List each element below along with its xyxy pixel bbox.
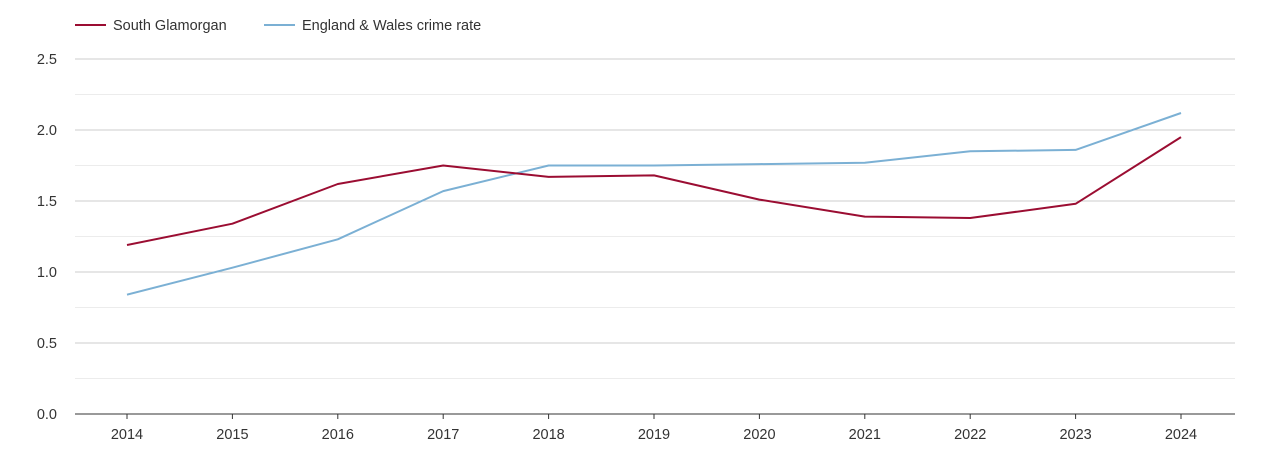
grid-lines: [75, 58, 1235, 379]
x-tick-label: 2014: [111, 427, 143, 443]
x-tick-label: 2019: [638, 427, 670, 443]
data-point-south-glamorgan[interactable]: [226, 218, 238, 230]
data-point-england-wales-crime-rate[interactable]: [121, 289, 133, 301]
legend: South Glamorgan England & Wales crime ra…: [75, 18, 481, 34]
data-point-south-glamorgan[interactable]: [1070, 198, 1082, 210]
x-tick-label: 2018: [532, 427, 564, 443]
data-point-england-wales-crime-rate[interactable]: [226, 262, 238, 274]
data-point-england-wales-crime-rate[interactable]: [753, 158, 765, 170]
y-tick-label: 1.0: [37, 265, 57, 281]
legend-item-england-wales[interactable]: England & Wales crime rate: [264, 18, 481, 34]
series-line-england-wales-crime-rate: [126, 112, 1182, 296]
y-tick-label: 2.0: [37, 123, 57, 139]
y-tick-label: 1.5: [37, 194, 57, 210]
legend-label-england-wales: England & Wales crime rate: [302, 18, 481, 34]
y-tick-label: 0.0: [37, 407, 57, 423]
x-tick-label: 2016: [322, 427, 354, 443]
x-tick-label: 2021: [849, 427, 881, 443]
data-point-south-glamorgan[interactable]: [1175, 131, 1187, 143]
data-point-south-glamorgan[interactable]: [437, 160, 449, 172]
x-tick-label: 2022: [954, 427, 986, 443]
data-point-england-wales-crime-rate[interactable]: [1175, 107, 1187, 119]
legend-item-south-glamorgan[interactable]: South Glamorgan: [75, 18, 227, 34]
data-point-south-glamorgan[interactable]: [753, 194, 765, 206]
data-point-south-glamorgan[interactable]: [964, 212, 976, 224]
y-axis: 0.0 0.5 1.0 1.5 2.0 2.5: [37, 52, 57, 423]
data-point-south-glamorgan[interactable]: [859, 211, 871, 223]
x-tick-label: 2023: [1059, 427, 1091, 443]
data-point-england-wales-crime-rate[interactable]: [543, 160, 555, 172]
x-axis: 2014 2015 2016 2017 2018 2019 2020 2021 2022 2023…: [75, 413, 1235, 443]
data-point-south-glamorgan[interactable]: [121, 239, 133, 251]
x-tick-label: 2020: [743, 427, 775, 443]
legend-label-south-glamorgan: South Glamorgan: [113, 18, 227, 34]
data-point-england-wales-crime-rate[interactable]: [437, 185, 449, 197]
series-layer: [121, 107, 1187, 301]
data-point-england-wales-crime-rate[interactable]: [859, 157, 871, 169]
data-point-england-wales-crime-rate[interactable]: [964, 145, 976, 157]
x-tick-label: 2024: [1165, 427, 1197, 443]
y-tick-label: 0.5: [37, 336, 57, 352]
data-point-south-glamorgan[interactable]: [332, 178, 344, 190]
series-line-south-glamorgan: [126, 136, 1182, 246]
x-tick-label: 2017: [427, 427, 459, 443]
data-point-south-glamorgan[interactable]: [648, 169, 660, 181]
data-point-england-wales-crime-rate[interactable]: [1070, 144, 1082, 156]
y-tick-label: 2.5: [37, 52, 57, 68]
x-tick-label: 2015: [216, 427, 248, 443]
data-point-south-glamorgan[interactable]: [543, 171, 555, 183]
data-point-england-wales-crime-rate[interactable]: [332, 233, 344, 245]
